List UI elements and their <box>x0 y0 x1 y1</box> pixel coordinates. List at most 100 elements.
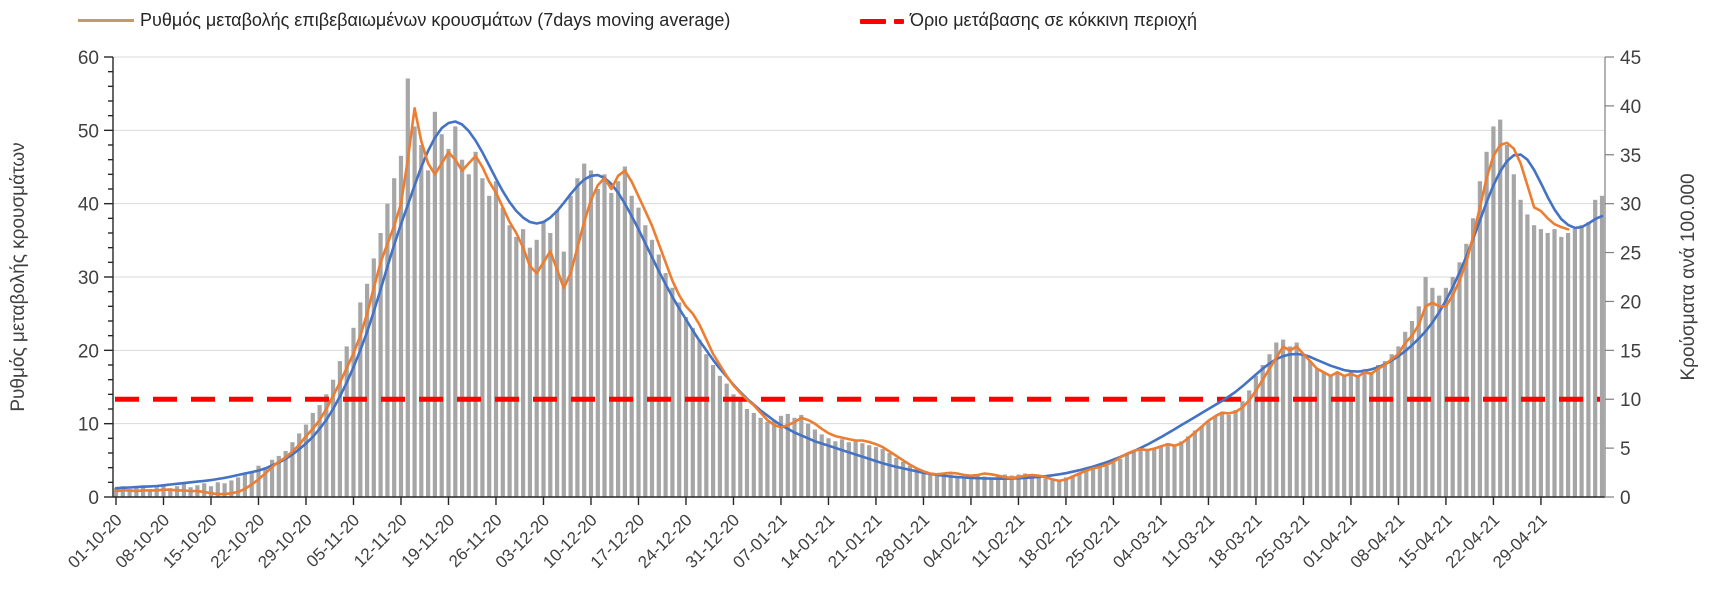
bar <box>385 203 390 497</box>
bar <box>1335 371 1340 497</box>
bar <box>616 181 621 497</box>
bar <box>127 489 132 497</box>
bar <box>1287 346 1292 497</box>
bar <box>1179 441 1184 497</box>
bar <box>622 166 627 497</box>
bar <box>792 417 797 497</box>
bar <box>595 189 600 497</box>
bar <box>242 474 247 497</box>
bar <box>649 239 655 498</box>
blue-trend-line <box>114 120 1604 490</box>
bar <box>1362 368 1367 497</box>
right-axis-tick-label: 20 <box>1620 292 1641 313</box>
bar <box>541 222 546 497</box>
bar <box>1484 151 1489 498</box>
bar <box>1369 371 1374 497</box>
bar <box>1057 479 1062 497</box>
bar <box>1165 443 1170 497</box>
bar <box>1097 466 1102 497</box>
bar <box>833 441 838 497</box>
chart-legend: Ρυθμός μεταβολής επιβεβαιωμένων κρουσμάτ… <box>0 6 1712 34</box>
bar <box>1396 346 1401 497</box>
bar <box>1538 229 1543 497</box>
bar <box>1599 195 1605 498</box>
bar <box>1145 451 1150 497</box>
bar <box>1253 375 1258 497</box>
legend-item-red-threshold: Όριο μετάβασης σε κόκκινη περιοχή <box>860 6 1197 34</box>
bar <box>1152 449 1157 497</box>
bar <box>256 465 261 497</box>
bar <box>663 273 668 497</box>
bar <box>582 163 587 497</box>
bar <box>636 207 641 497</box>
bar <box>887 453 892 497</box>
bar <box>1477 181 1482 497</box>
bar <box>168 488 173 497</box>
bar <box>1260 365 1265 497</box>
bar <box>1532 225 1537 497</box>
bar <box>405 78 410 497</box>
bar <box>460 159 465 497</box>
bar <box>317 405 322 497</box>
bar <box>1111 462 1116 497</box>
bar <box>1084 470 1089 497</box>
bar <box>901 461 906 497</box>
bar <box>371 258 376 497</box>
bar <box>1009 475 1014 497</box>
bar <box>1314 368 1320 497</box>
bar <box>1525 214 1530 497</box>
bar <box>738 401 743 497</box>
legend-item-moving-average: Ρυθμός μεταβολής επιβεβαιωμένων κρουσμάτ… <box>78 6 730 34</box>
bar <box>588 170 594 497</box>
bar <box>656 254 661 497</box>
bar <box>1423 277 1428 497</box>
bar <box>609 192 614 497</box>
bar <box>853 440 858 497</box>
daily-cases-bars <box>113 78 1605 498</box>
right-axis-tick-label: 15 <box>1620 341 1641 362</box>
bar <box>113 488 119 497</box>
bar <box>310 412 315 497</box>
bar <box>948 474 953 497</box>
bar <box>1240 401 1245 497</box>
bar <box>466 174 471 498</box>
bar <box>1545 233 1550 497</box>
bar <box>1206 421 1211 497</box>
bar <box>215 482 220 497</box>
bar <box>283 451 288 497</box>
bar <box>446 148 451 497</box>
left-axis-tick-label: 0 <box>88 488 99 509</box>
bar <box>1559 236 1564 497</box>
bar <box>860 443 865 497</box>
bar <box>1593 199 1598 498</box>
bar <box>1186 436 1191 497</box>
bar <box>894 457 899 497</box>
bar <box>1267 354 1272 497</box>
bar <box>337 361 342 497</box>
bar <box>507 225 512 497</box>
bar <box>1158 446 1163 497</box>
bar <box>731 394 736 497</box>
left-axis-tick-label: 10 <box>78 415 99 436</box>
bar <box>432 111 437 498</box>
bar <box>222 483 227 497</box>
legend-label-red-threshold: Όριο μετάβασης σε κόκκινη περιοχή <box>910 9 1198 30</box>
bar <box>1457 262 1462 497</box>
bar <box>1382 361 1387 497</box>
bar <box>208 486 214 497</box>
bar <box>772 419 777 497</box>
bar <box>365 283 370 497</box>
bar <box>1077 472 1082 497</box>
bar <box>1443 287 1448 497</box>
bar <box>1511 174 1516 498</box>
right-axis-tick-label: 25 <box>1620 244 1641 265</box>
bar <box>1430 287 1435 497</box>
bar <box>555 210 560 497</box>
bar <box>1138 450 1143 497</box>
bar <box>955 476 960 497</box>
bar <box>303 424 309 497</box>
bar <box>941 475 946 497</box>
bar <box>1389 354 1394 497</box>
bar <box>989 477 994 497</box>
bar <box>1050 480 1055 497</box>
